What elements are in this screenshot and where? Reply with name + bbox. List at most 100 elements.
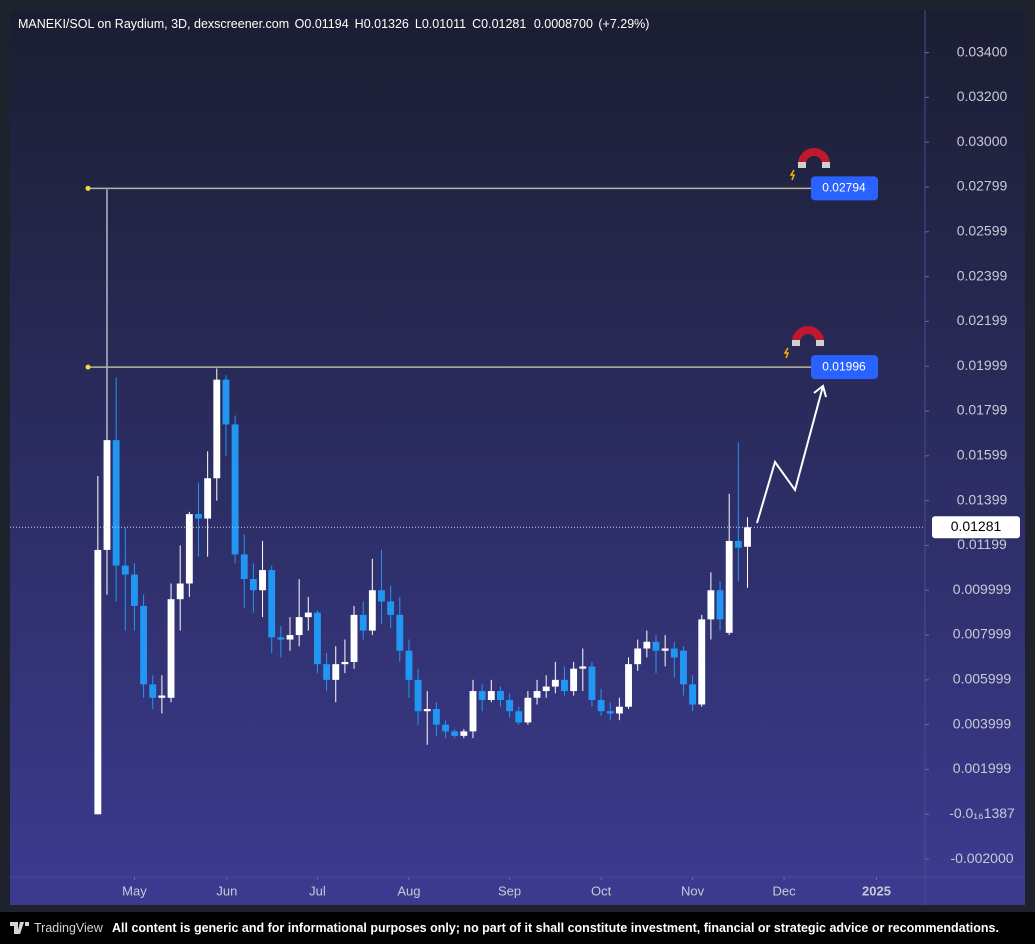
footer: TradingView All content is generic and f… <box>0 912 1035 944</box>
arrow-head <box>813 384 827 398</box>
candle-body <box>249 579 257 591</box>
candle-body <box>588 666 596 701</box>
candle-body <box>112 440 120 566</box>
x-tick-label: Jun <box>216 883 237 898</box>
chart-header: MANEKI/SOL on Raydium, 3D, dexscreener.c… <box>18 17 651 31</box>
candle-body <box>185 514 193 584</box>
last-price-label: 0.01281 <box>951 518 1002 534</box>
candle-body <box>304 612 312 618</box>
candle-body <box>259 570 266 591</box>
candle-body <box>579 666 587 669</box>
candle-body <box>460 731 468 736</box>
candle-body <box>661 648 669 651</box>
ohlc-label: O <box>294 17 305 31</box>
disclaimer: All content is generic and for informati… <box>112 921 999 935</box>
candle-body <box>405 650 413 680</box>
y-tick-label: 0.03000 <box>957 133 1008 149</box>
candle-body <box>158 695 166 698</box>
candle-body <box>689 684 697 705</box>
y-tick-label: 0.02199 <box>957 312 1008 328</box>
candle-body <box>542 686 550 692</box>
y-tick-label: 0.02599 <box>957 222 1008 238</box>
candle-body <box>368 590 376 631</box>
candle-body <box>240 554 248 580</box>
candle-body <box>744 527 751 547</box>
ohlc-label: C <box>472 17 482 31</box>
x-tick-label: Jul <box>309 883 326 898</box>
candle-body <box>432 708 440 725</box>
y-tick-label: 0.03200 <box>957 88 1008 104</box>
candle-body <box>734 540 742 548</box>
ohlc-label: L <box>414 17 422 31</box>
x-tick-label: 2025 <box>862 883 891 898</box>
level-label: 0.02794 <box>822 181 866 195</box>
candle-body <box>615 706 623 714</box>
candle-body <box>561 679 568 692</box>
candle-body <box>551 679 559 687</box>
candle-body <box>121 565 129 575</box>
ohlc-label: H <box>354 17 364 31</box>
candle-body <box>149 684 157 698</box>
magnet-icon <box>783 326 824 359</box>
y-tick-label: -0.002000 <box>950 850 1013 866</box>
candle-body <box>725 540 733 633</box>
candle-body <box>387 601 395 615</box>
candle-body <box>625 664 632 707</box>
candle-body <box>487 691 495 701</box>
candle-body <box>295 617 303 636</box>
candle-body <box>423 708 431 712</box>
candle-body <box>378 590 385 602</box>
candle-body <box>204 478 212 519</box>
level-anchor <box>85 185 91 191</box>
projection-arrow <box>756 385 824 524</box>
y-tick-label: 0.003999 <box>953 715 1012 731</box>
ohlc-value: 0.01011 <box>421 17 467 31</box>
candle-body <box>231 424 239 555</box>
y-tick-label: 0.001999 <box>953 760 1012 776</box>
y-tick-label: 0.01599 <box>957 447 1008 463</box>
level-label: 0.01996 <box>822 359 866 373</box>
y-tick-label: 0.01199 <box>957 536 1007 552</box>
candle-body <box>341 661 349 665</box>
y-tick-label: 0.007999 <box>953 626 1012 642</box>
candle-body <box>332 664 340 680</box>
candle-body <box>533 691 541 698</box>
y-tick-label: 0.02799 <box>957 178 1008 194</box>
candle-body <box>698 619 706 705</box>
level-anchor <box>85 364 91 370</box>
candle-body <box>286 635 294 640</box>
candle-body <box>515 711 523 723</box>
y-tick-label: 0.005999 <box>953 671 1012 687</box>
candle-body <box>350 614 358 662</box>
change-pct: (+7.29%) <box>598 17 650 31</box>
x-tick-label: Nov <box>681 883 705 898</box>
candle-body <box>359 614 367 631</box>
candle-body <box>469 691 477 732</box>
candle-body <box>597 700 605 712</box>
candle-body <box>606 711 614 714</box>
candle-body <box>314 612 321 665</box>
candle-body <box>396 614 404 651</box>
y-tick-label: 0.01999 <box>957 357 1008 373</box>
candle-body <box>506 700 514 712</box>
level-label-box <box>811 176 878 201</box>
plot-background <box>10 10 1025 877</box>
change: 0.0008700 <box>533 17 593 31</box>
candle-body <box>103 440 111 550</box>
candle-body <box>670 648 678 658</box>
y-tick-label: 0.01399 <box>957 491 1008 507</box>
candle-body <box>195 514 202 519</box>
candle-body <box>167 599 175 698</box>
candle-body <box>570 668 578 692</box>
candle-body <box>323 664 331 680</box>
x-axis-band <box>10 877 1025 905</box>
candle-body <box>634 648 642 665</box>
candle-body <box>442 724 449 732</box>
candle-body <box>222 379 230 425</box>
brand: TradingView <box>34 921 103 935</box>
candle-body <box>652 641 660 651</box>
ohlc-value: 0.01194 <box>304 17 349 31</box>
level-label-box <box>811 355 878 380</box>
x-tick-label: Dec <box>773 883 797 898</box>
